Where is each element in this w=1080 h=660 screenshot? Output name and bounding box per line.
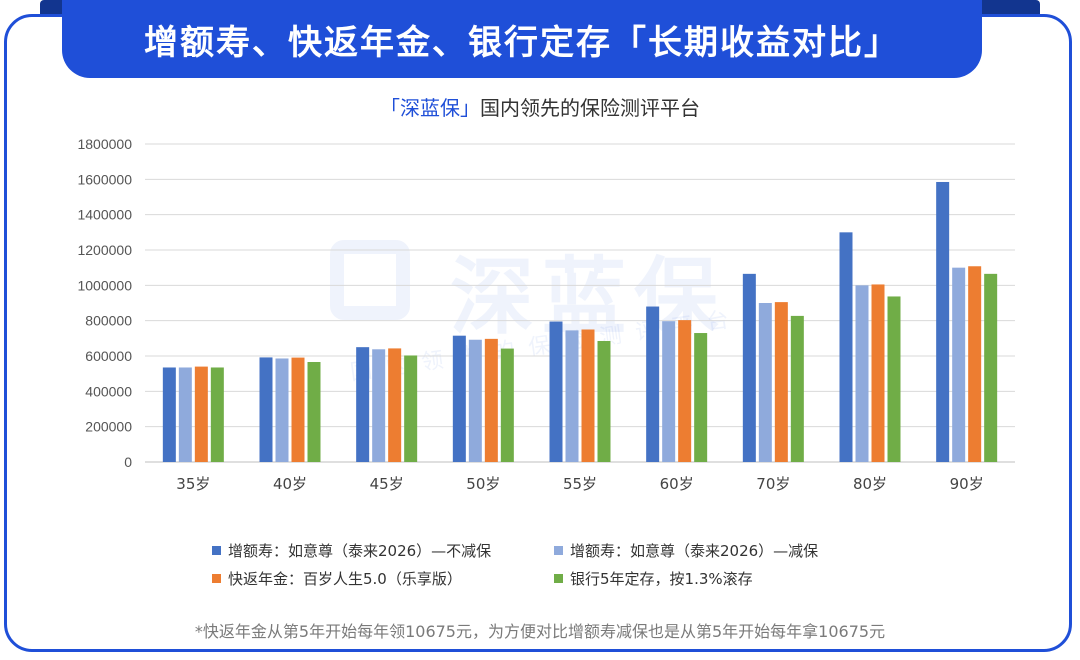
title-banner: 增额寿、快返年金、银行定存「长期收益对比」: [62, 0, 982, 78]
bar: [484, 338, 498, 462]
legend-swatch: [212, 546, 221, 555]
x-tick-label: 50岁: [466, 475, 500, 493]
legend-item: 快返年金：百岁人生5.0（乐享版）: [212, 568, 462, 589]
bar: [839, 232, 853, 462]
y-tick-label: 200000: [85, 419, 132, 435]
bar: [790, 315, 804, 462]
x-tick-label: 40岁: [273, 475, 307, 493]
bar: [968, 266, 982, 462]
subtitle: 「深蓝保」国内领先的保险测评平台: [0, 92, 1080, 121]
bar: [259, 357, 273, 462]
bar: [887, 296, 901, 462]
page-title: 增额寿、快返年金、银行定存「长期收益对比」: [144, 22, 900, 63]
legend-swatch: [554, 574, 563, 583]
y-tick-label: 0: [124, 454, 132, 470]
bar: [952, 267, 966, 462]
bar: [581, 329, 595, 462]
bar: [694, 333, 708, 462]
x-tick-label: 60岁: [660, 475, 694, 493]
x-tick-label: 90岁: [950, 475, 984, 493]
x-tick-label: 45岁: [370, 475, 404, 493]
legend-item: 增额寿：如意尊（泰来2026）—减保: [554, 540, 818, 561]
legend-label: 增额寿：如意尊（泰来2026）—减保: [570, 542, 819, 560]
bar: [646, 306, 660, 462]
y-tick-label: 1600000: [77, 171, 132, 187]
bar: [404, 355, 418, 462]
bar: [468, 339, 482, 462]
subtitle-brand: 「深蓝保」: [380, 96, 480, 120]
bar: [549, 321, 563, 462]
legend-item: 银行5年定存，按1.3%滚存: [554, 568, 753, 589]
legend-label: 银行5年定存，按1.3%滚存: [570, 570, 753, 588]
bar: [178, 367, 192, 462]
y-tick-label: 1400000: [77, 207, 132, 223]
bar: [984, 273, 998, 462]
x-tick-label: 70岁: [756, 475, 790, 493]
y-tick-label: 1800000: [77, 136, 132, 152]
bar: [678, 320, 692, 462]
legend-item: 增额寿：如意尊（泰来2026）—不减保: [212, 540, 491, 561]
bar: [162, 367, 176, 462]
bar: [291, 357, 305, 462]
bar: [774, 302, 788, 462]
bar: [388, 348, 402, 462]
x-tick-label: 35岁: [176, 475, 210, 493]
y-tick-label: 800000: [85, 313, 132, 329]
bar: [871, 284, 885, 462]
x-tick-label: 55岁: [563, 475, 597, 493]
bar: [855, 285, 869, 462]
bar: [194, 366, 208, 462]
bar: [597, 340, 611, 462]
y-tick-label: 600000: [85, 348, 132, 364]
bar: [662, 321, 676, 462]
bar: [275, 358, 289, 462]
legend-swatch: [554, 546, 563, 555]
bar: [758, 303, 772, 462]
y-tick-label: 1000000: [77, 277, 132, 293]
legend-label: 快返年金：百岁人生5.0（乐享版）: [228, 570, 462, 588]
y-tick-label: 1200000: [77, 242, 132, 258]
bar: [356, 347, 370, 462]
bar: [742, 273, 756, 462]
bar: [372, 349, 386, 462]
bar: [307, 362, 321, 462]
bar: [565, 330, 579, 462]
y-tick-label: 400000: [85, 383, 132, 399]
bar: [936, 181, 950, 462]
subtitle-text: 国内领先的保险测评平台: [480, 96, 700, 120]
bar: [210, 367, 224, 462]
x-tick-label: 80岁: [853, 475, 887, 493]
legend-swatch: [212, 574, 221, 583]
bar: [500, 348, 514, 462]
footnote: *快返年金从第5年开始每年领10675元，为方便对比增额寿减保也是从第5年开始每…: [194, 622, 886, 641]
bar: [452, 335, 466, 462]
legend-label: 增额寿：如意尊（泰来2026）—不减保: [228, 542, 492, 560]
